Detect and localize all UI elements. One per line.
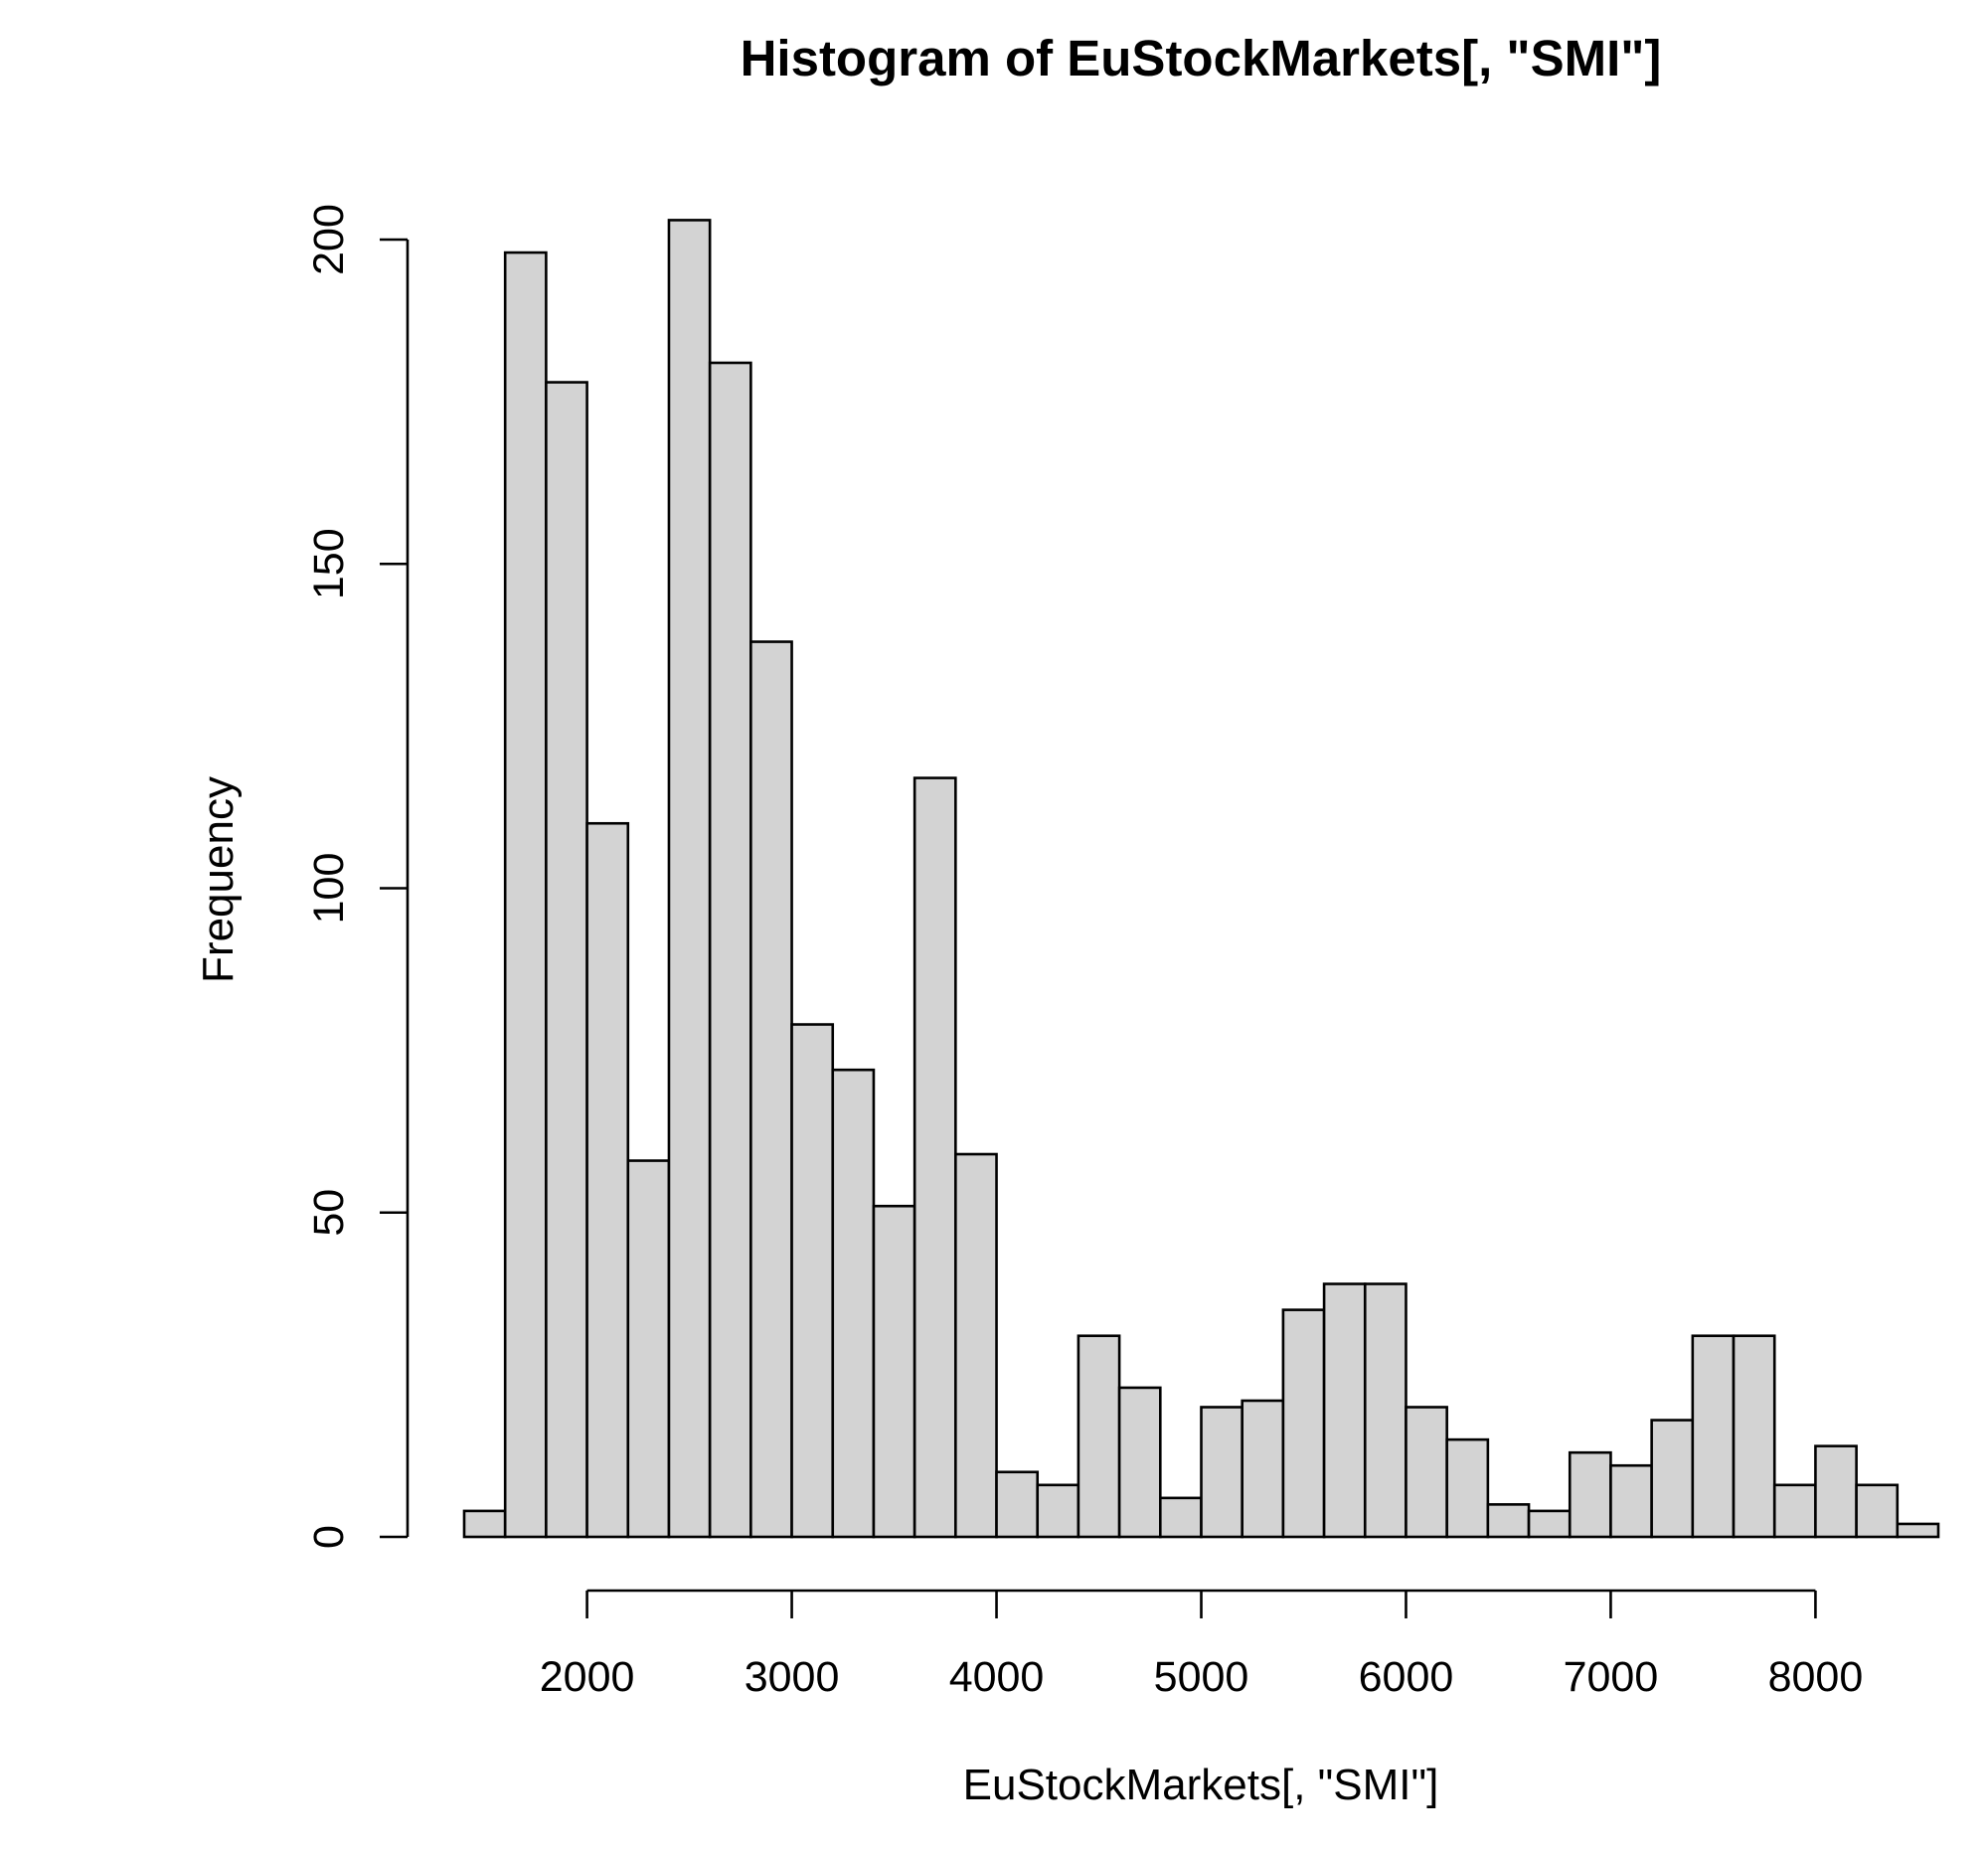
histogram-bar — [545, 381, 588, 1539]
histogram-bar — [1281, 1308, 1326, 1539]
histogram-bar — [1200, 1406, 1243, 1539]
histogram-bar — [1855, 1483, 1900, 1539]
y-axis-label: Frequency — [194, 776, 243, 983]
histogram-bar — [749, 640, 793, 1539]
x-axis: 2000 3000 4000 5000 6000 7000 8000 — [540, 1589, 1864, 1701]
histogram-bar — [1814, 1444, 1858, 1539]
histogram-bar — [1159, 1496, 1203, 1539]
x-tick-label: 6000 — [1359, 1653, 1454, 1701]
y-axis: 0 50 100 150 200 — [305, 204, 410, 1549]
histogram-bar — [1363, 1282, 1408, 1539]
y-tick-label: 100 — [305, 853, 353, 925]
histogram-bar — [1322, 1282, 1367, 1539]
histogram-bar — [626, 1159, 671, 1539]
histogram-bar — [462, 1509, 507, 1539]
histogram-bar — [1527, 1509, 1572, 1539]
histogram-bars — [462, 219, 1940, 1539]
x-axis-label: EuStockMarkets[, "SMI"] — [963, 1761, 1439, 1809]
histogram-bar — [1405, 1406, 1448, 1539]
histogram-bar — [1609, 1463, 1653, 1539]
histogram-bar — [1732, 1334, 1776, 1539]
histogram-bar — [667, 219, 712, 1539]
histogram-bar — [1036, 1483, 1080, 1539]
histogram-bar — [1077, 1334, 1121, 1539]
y-tick-label: 50 — [305, 1189, 353, 1237]
histogram-bar — [954, 1152, 998, 1539]
histogram-bar — [1691, 1334, 1736, 1539]
histogram-bar — [1445, 1437, 1490, 1539]
histogram-bar — [1896, 1522, 1940, 1539]
histogram-bar — [790, 1023, 835, 1539]
x-tick-label: 7000 — [1564, 1653, 1659, 1701]
histogram-bar — [1241, 1399, 1285, 1539]
x-tick-label: 4000 — [949, 1653, 1045, 1701]
histogram-bar — [1117, 1386, 1162, 1539]
x-tick-label: 2000 — [540, 1653, 635, 1701]
histogram-bar — [708, 361, 752, 1539]
histogram-bar — [503, 251, 548, 1539]
histogram-bar — [1650, 1419, 1695, 1539]
histogram-bar — [912, 776, 957, 1539]
histogram-bar — [1486, 1503, 1531, 1539]
y-tick-label: 200 — [305, 204, 353, 275]
x-tick-label: 5000 — [1154, 1653, 1249, 1701]
x-tick-label: 8000 — [1768, 1653, 1864, 1701]
y-tick-label: 150 — [305, 528, 353, 599]
x-tick-label: 3000 — [745, 1653, 840, 1701]
y-tick-label: 0 — [305, 1525, 353, 1549]
histogram-bar — [831, 1068, 876, 1539]
chart-title: Histogram of EuStockMarkets[, "SMI"] — [741, 30, 1662, 86]
histogram-bar — [872, 1204, 916, 1539]
histogram-bar — [995, 1470, 1040, 1539]
histogram-bar — [1772, 1483, 1817, 1539]
histogram-bar — [585, 821, 630, 1539]
histogram-bar — [1568, 1450, 1612, 1539]
